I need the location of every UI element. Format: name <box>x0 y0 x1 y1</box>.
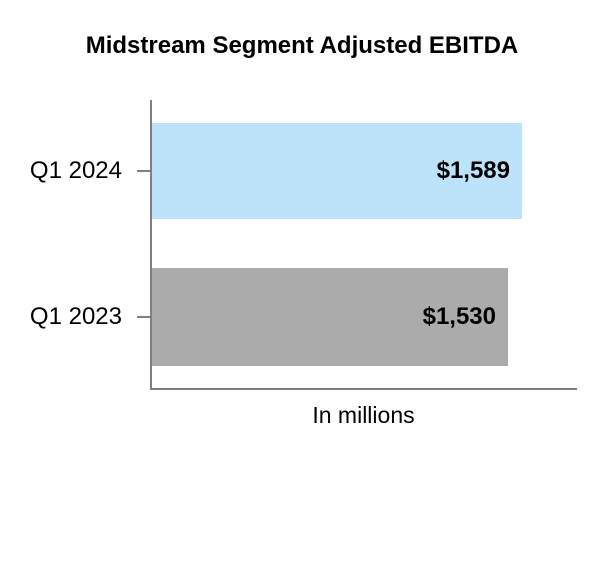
y-tick-q1-2023 <box>137 316 150 318</box>
bar-q1-2023: $1,530 <box>152 268 508 366</box>
bar-value-q1-2023: $1,530 <box>422 303 496 330</box>
y-tick-q1-2024 <box>137 170 150 172</box>
y-axis-line <box>150 100 152 390</box>
bar-value-q1-2024: $1,589 <box>436 157 510 184</box>
category-label-q1-2024: Q1 2024 <box>29 157 122 184</box>
bar-q1-2024: $1,589 <box>152 123 522 219</box>
x-axis-line <box>150 388 577 390</box>
chart-title: Midstream Segment Adjusted EBITDA <box>85 32 519 59</box>
category-label-q1-2023: Q1 2023 <box>29 303 122 330</box>
x-axis-label: In millions <box>312 402 415 428</box>
